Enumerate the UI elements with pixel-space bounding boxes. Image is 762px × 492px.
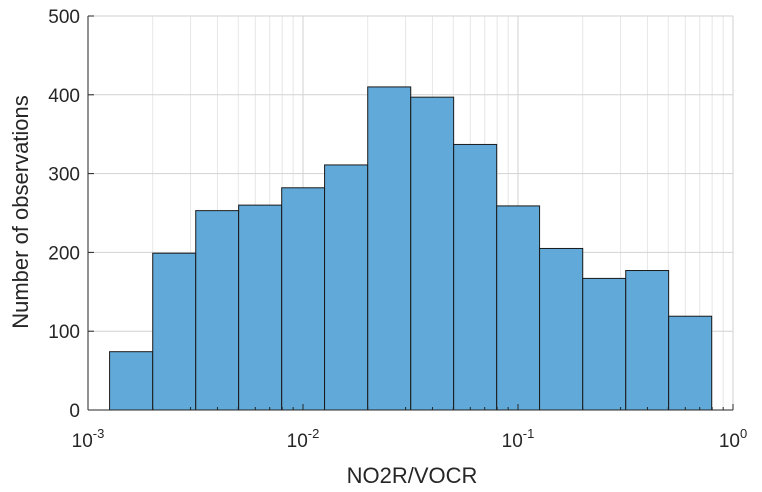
x-tick-label: 100 xyxy=(719,426,747,452)
histogram-bar xyxy=(281,187,326,411)
x-tick-label: 10-2 xyxy=(287,426,320,452)
y-tick-label: 400 xyxy=(48,86,80,107)
x-tick-label: 10-1 xyxy=(502,426,535,452)
histogram-bar xyxy=(238,204,283,411)
y-tick-label: 200 xyxy=(48,243,80,264)
x-axis-label: NO2R/VOCR xyxy=(347,463,478,488)
histogram-bar xyxy=(410,96,455,411)
y-tick-label: 0 xyxy=(69,401,80,422)
y-tick-label: 100 xyxy=(48,322,80,343)
x-tick-label: 10-3 xyxy=(72,426,105,452)
y-tick-label: 300 xyxy=(48,165,80,186)
histogram-bar xyxy=(109,351,154,411)
histogram-bars xyxy=(109,86,713,411)
histogram-bar xyxy=(324,164,369,411)
histogram-bar xyxy=(668,315,713,411)
histogram-bar xyxy=(195,210,240,411)
histogram-bar xyxy=(496,205,541,411)
histogram-bar xyxy=(152,252,197,411)
histogram-bar xyxy=(539,247,584,411)
histogram-bar xyxy=(582,277,627,411)
y-axis-label: Number of observations xyxy=(8,95,33,329)
histogram-bar xyxy=(367,86,412,411)
y-tick-label: 500 xyxy=(48,7,80,28)
x-axis-ticks: 10-3 10-2 10-1 100 xyxy=(72,404,747,452)
histogram-bar xyxy=(453,143,498,411)
y-axis-ticks: 0 100 200 300 400 500 xyxy=(48,7,94,422)
axes-frame xyxy=(87,16,733,411)
histogram-bar xyxy=(625,270,670,411)
